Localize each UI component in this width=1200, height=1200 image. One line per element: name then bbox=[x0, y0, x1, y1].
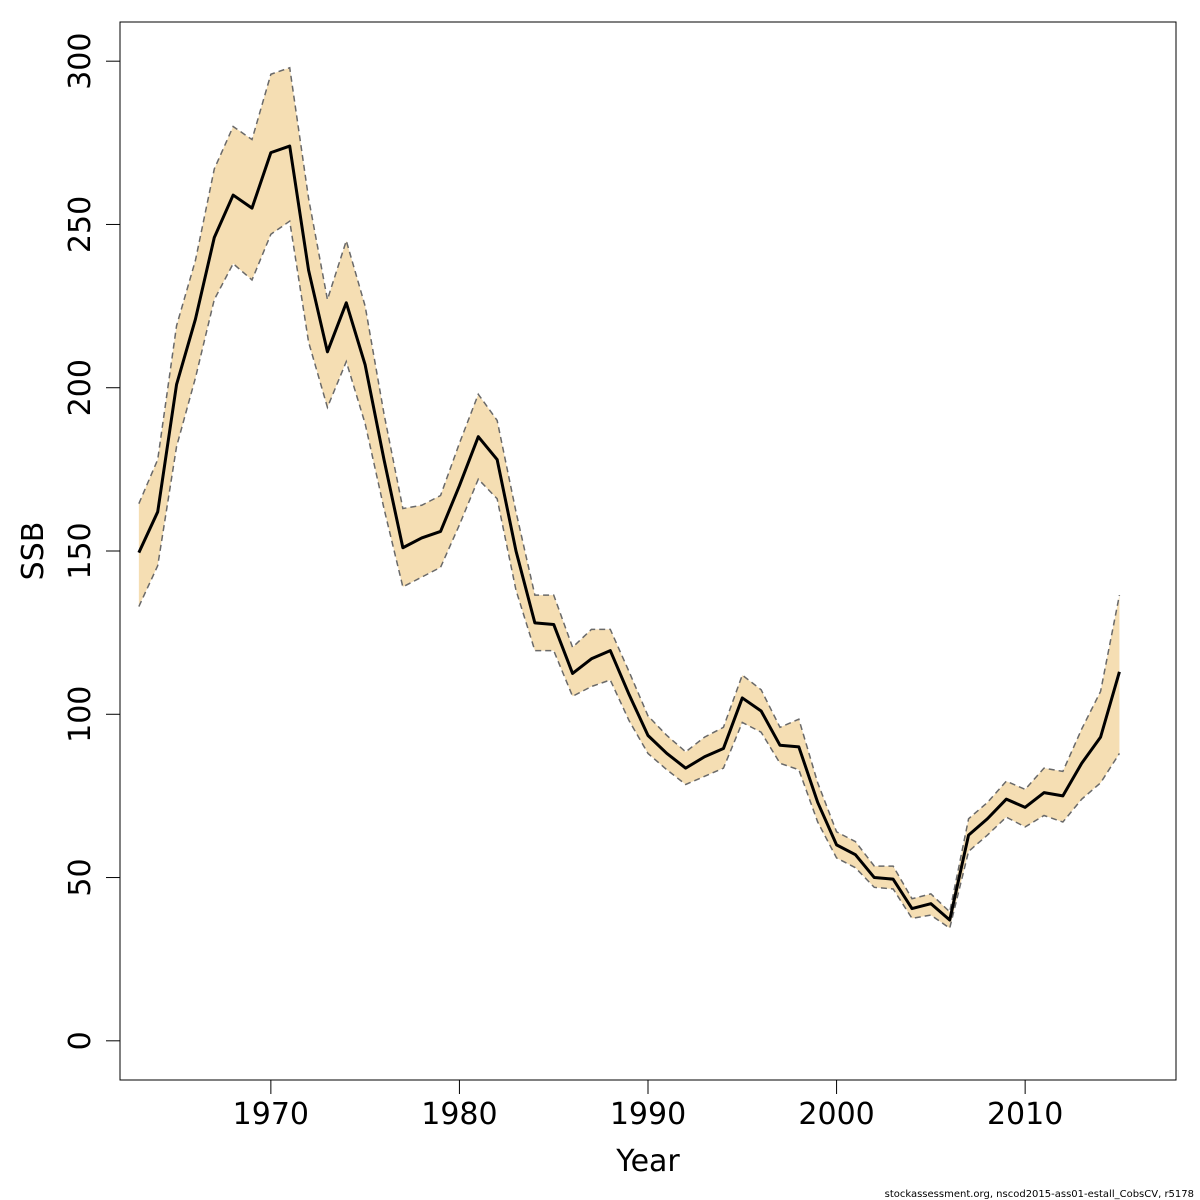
y-tick-label: 300 bbox=[63, 33, 98, 90]
x-tick-label: 2000 bbox=[798, 1097, 874, 1132]
y-axis: 0 50 100 150 200 250 300 bbox=[63, 33, 121, 1050]
x-axis-title: Year bbox=[615, 1144, 680, 1179]
y-tick-label: 50 bbox=[63, 858, 98, 896]
x-tick-label: 2010 bbox=[987, 1097, 1063, 1132]
x-tick-label: 1970 bbox=[233, 1097, 309, 1132]
confidence-band bbox=[138, 67, 1120, 929]
x-tick-label: 1990 bbox=[610, 1097, 686, 1132]
estimate-line-layer bbox=[137, 144, 1121, 922]
y-tick-label: 100 bbox=[63, 686, 98, 743]
ssb-estimate-line bbox=[137, 144, 1121, 922]
x-axis: 1970 1980 1990 2000 2010 bbox=[233, 1079, 1063, 1132]
confidence-band-layer bbox=[138, 67, 1120, 929]
y-tick-label: 150 bbox=[63, 522, 98, 579]
y-tick-label: 200 bbox=[63, 359, 98, 416]
lower-bound-line bbox=[138, 219, 1121, 930]
confidence-bounds-layer bbox=[138, 66, 1121, 930]
y-tick-label: 250 bbox=[63, 196, 98, 253]
x-tick-label: 1980 bbox=[421, 1097, 497, 1132]
footer-note: stockassessment.org, nscod2015-ass01-est… bbox=[885, 1189, 1194, 1200]
y-axis-title: SSB bbox=[16, 522, 51, 581]
y-tick-label: 0 bbox=[63, 1031, 98, 1050]
